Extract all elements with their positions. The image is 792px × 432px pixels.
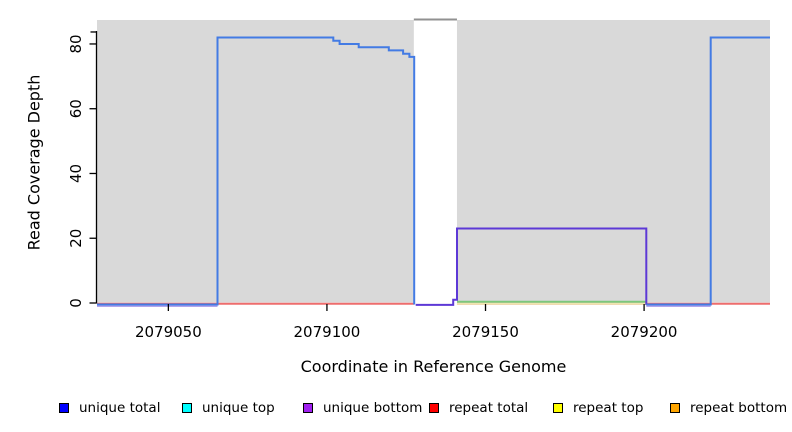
legend-item-unique-total: unique total: [59, 398, 160, 418]
legend-item-repeat-total: repeat total: [429, 398, 528, 418]
legend-item-unique-top: unique top: [182, 398, 275, 418]
y-tick-label: 0: [67, 298, 85, 308]
legend-swatch-unique-top: [182, 403, 192, 413]
x-tick-label: 2079050: [135, 323, 202, 341]
y-axis-label: Read Coverage Depth: [24, 74, 44, 251]
y-tick-label: 80: [67, 34, 85, 53]
legend-swatch-repeat-total: [429, 403, 439, 413]
legend: unique total unique top unique bottom repea…: [0, 398, 792, 422]
legend-swatch-unique-bottom: [303, 403, 313, 413]
legend-label-unique-bottom: unique bottom: [323, 400, 423, 416]
y-tick-label: 20: [67, 229, 85, 248]
x-axis-label: Coordinate in Reference Genome: [300, 357, 567, 376]
legend-item-repeat-top: repeat top: [553, 398, 643, 418]
series-unique-total-right-block-: [646, 36, 770, 306]
legend-label-repeat-top: repeat top: [573, 400, 644, 416]
y-tick-label: 40: [67, 164, 85, 183]
legend-label-unique-total: unique total: [79, 400, 161, 416]
legend-item-unique-bottom: unique bottom: [303, 398, 422, 418]
x-tick-label: 2079200: [611, 323, 678, 341]
legend-swatch-repeat-bottom: [670, 403, 680, 413]
legend-label-unique-top: unique top: [202, 400, 275, 416]
legend-label-repeat-total: repeat total: [449, 400, 529, 416]
legend-item-repeat-bottom: repeat bottom: [670, 398, 787, 418]
legend-label-repeat-bottom: repeat bottom: [690, 400, 788, 416]
x-tick-label: 2079100: [294, 323, 361, 341]
series-unique-bottom: [415, 227, 648, 306]
legend-swatch-unique-total: [59, 403, 69, 413]
covered-region-right: [456, 20, 770, 303]
x-tick-label: 2079150: [452, 323, 519, 341]
y-tick-label: 60: [67, 99, 85, 118]
legend-swatch-repeat-top: [553, 403, 563, 413]
covered-region-left: [97, 20, 414, 303]
series-unique-total-left-block-: [97, 36, 416, 306]
